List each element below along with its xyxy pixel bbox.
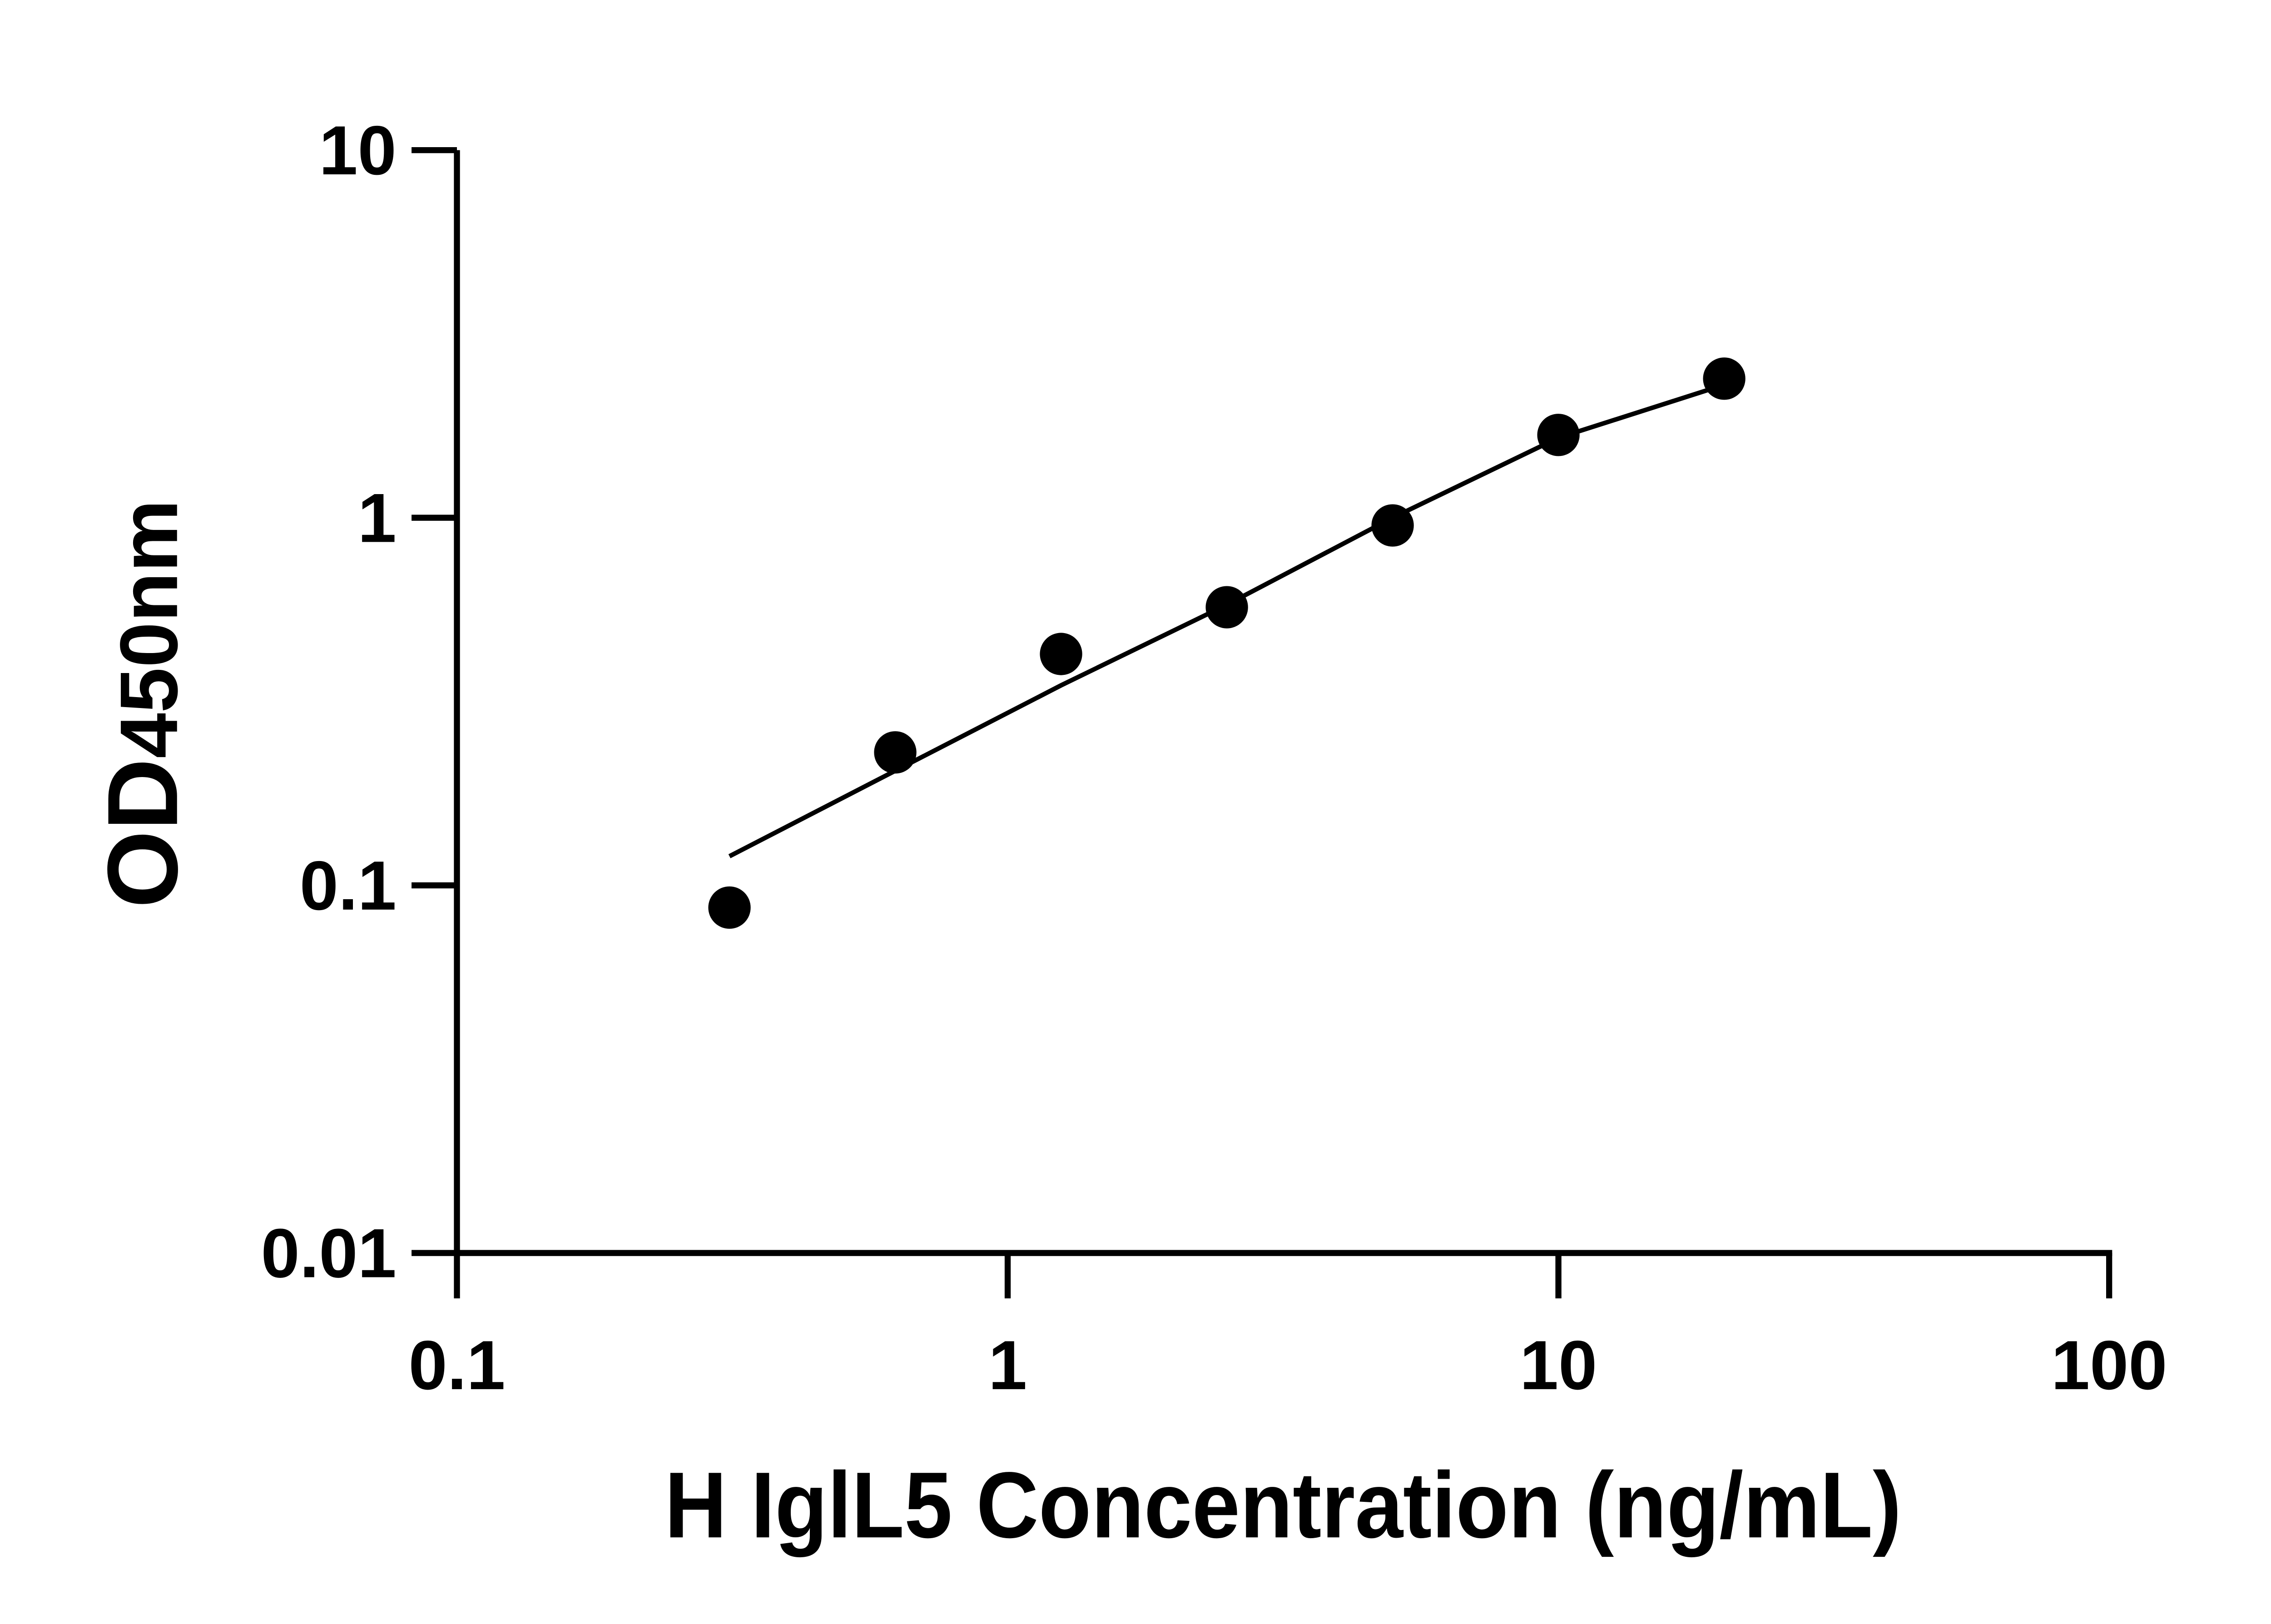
data-points: [708, 357, 1745, 929]
y-axis-label-main: OD: [87, 758, 198, 908]
data-point: [1205, 586, 1248, 629]
x-axis-label: H IglL5 Concentration (ng/mL): [664, 1453, 1901, 1558]
axes: [412, 147, 2112, 1298]
y-tick-label: 10: [319, 112, 396, 189]
data-point: [874, 731, 917, 774]
x-tick-label: 0.1: [409, 1327, 506, 1404]
data-point: [1040, 633, 1082, 675]
x-tick-label: 10: [1520, 1327, 1597, 1404]
data-point: [1703, 357, 1745, 400]
x-tick-label: 1: [988, 1327, 1027, 1404]
data-point: [708, 886, 751, 929]
x-tick-label: 100: [2051, 1327, 2167, 1404]
y-axis-label-sub: 450nm: [104, 500, 195, 758]
y-axis-label: OD450nm: [87, 500, 198, 908]
data-point: [1371, 504, 1414, 547]
y-tick-label: 0.01: [261, 1214, 397, 1292]
y-tick-label: 1: [358, 479, 397, 557]
data-point: [1537, 414, 1580, 456]
y-tick-label: 0.1: [300, 847, 397, 925]
